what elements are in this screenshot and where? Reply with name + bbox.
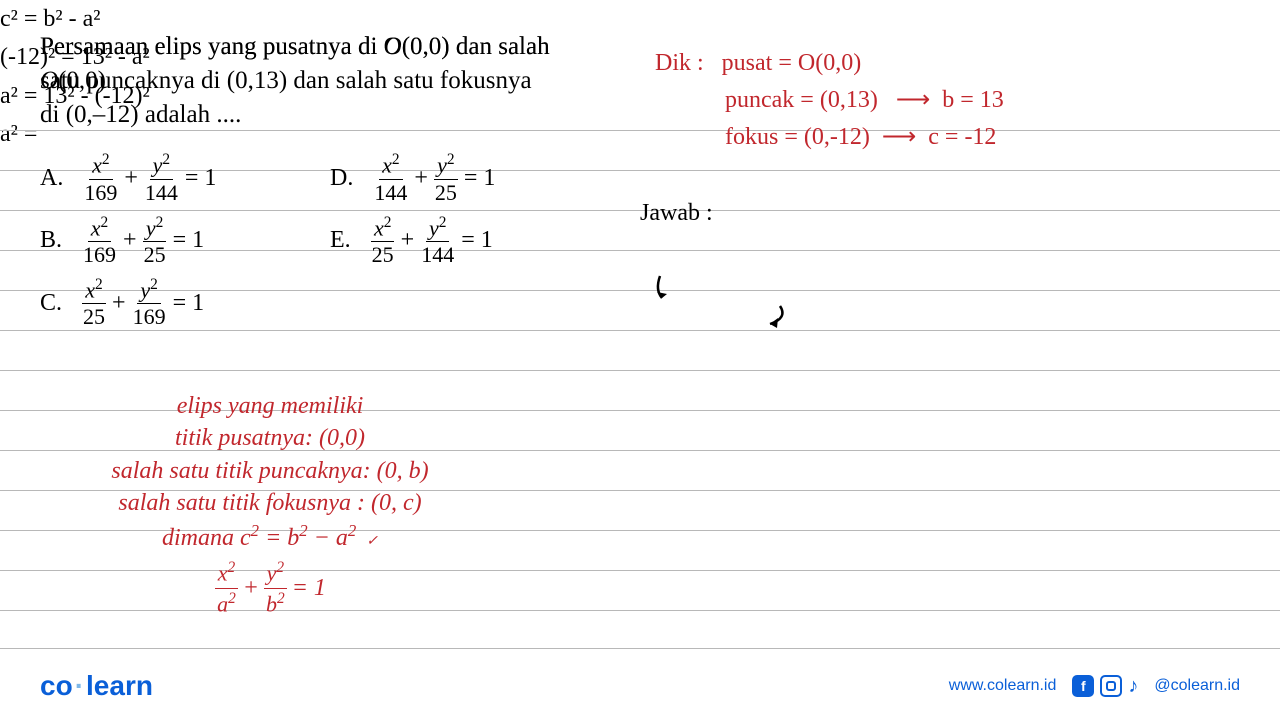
facebook-icon: f — [1072, 675, 1094, 697]
note-l1: elips yang memiliki — [60, 390, 480, 422]
arrow-icon: ⟶ — [896, 82, 930, 119]
option-a-label: A. — [40, 165, 63, 192]
q-line-2: satu puncaknya di (0,13) dan salah satu … — [40, 64, 620, 98]
footer-right: www.colearn.id f ♪ @colearn.id — [949, 675, 1240, 698]
question-text-main: Persamaan elips yang pusatnya di O(0,0) … — [40, 30, 620, 131]
dik-fokus-row: fokus = (0,-12) ⟶ c = -12 — [725, 119, 1004, 156]
option-d: D. x2144 + y225 = 1 — [330, 151, 590, 205]
handwritten-given: Dik : pusat = O(0,0) puncak = (0,13) ⟶ b… — [655, 45, 1004, 157]
note-l3: salah satu titik puncaknya: (0, b) — [60, 455, 480, 487]
note-l4: salah satu titik fokusnya : (0, c) — [60, 487, 480, 519]
option-d-eq: x2144 + y225 = 1 — [371, 151, 495, 205]
option-b-eq: x2169 + y225 = 1 — [80, 214, 204, 268]
option-e-eq: x225 + y2144 = 1 — [369, 214, 493, 268]
option-c-eq: x225 + y2169 = 1 — [80, 276, 204, 330]
instagram-icon — [1100, 675, 1122, 697]
arrow-icon: ⟶ — [882, 119, 916, 156]
dik-pusat: pusat = O(0,0) — [722, 50, 862, 76]
option-a-eq: x2169 + y2144 = 1 — [81, 151, 216, 205]
tiktok-icon: ♪ — [1128, 675, 1138, 698]
option-b: B. x2169 + y225 = 1 — [40, 214, 300, 268]
dik-puncak: puncak = (0,13) — [725, 87, 878, 113]
option-b-label: B. — [40, 227, 62, 254]
dik-puncak-row: puncak = (0,13) ⟶ b = 13 — [725, 82, 1004, 119]
colearn-logo: co·learn — [40, 670, 153, 702]
dik-fokus: fokus = (0,-12) — [725, 124, 870, 150]
options-grid: A. x2169 + y2144 = 1 D. x2144 + y225 = 1… — [40, 151, 620, 330]
social-icons: f ♪ — [1072, 675, 1138, 698]
option-c: C. x225 + y2169 = 1 — [40, 276, 300, 330]
dik-row: Dik : pusat = O(0,0) — [655, 45, 1004, 82]
dik-fokus-res: c = -12 — [928, 124, 996, 150]
footer-url: www.colearn.id — [949, 677, 1057, 695]
swap-arrows-icon — [640, 248, 840, 338]
logo-part2: learn — [86, 670, 153, 701]
q-line-1: Persamaan elips yang pusatnya di O(0,0) … — [40, 30, 620, 64]
q-line-3: di (0,–12) adalah .... — [40, 98, 620, 132]
note-l5: dimana c2 = b2 − a2 ✓ — [60, 520, 480, 554]
red-theory-notes: elips yang memiliki titik pusatnya: (0,0… — [60, 390, 480, 619]
note-l2: titik pusatnya: (0,0) — [60, 422, 480, 454]
question-area: Persamaan elips yang pusatnya di O(0,0) … — [40, 30, 620, 330]
jawab-label: Jawab : — [640, 200, 713, 227]
option-c-label: C. — [40, 290, 62, 317]
dik-label: Dik : — [655, 50, 704, 76]
footer-handle: @colearn.id — [1154, 677, 1240, 695]
footer: co·learn www.colearn.id f ♪ @colearn.id — [0, 670, 1280, 702]
option-d-label: D. — [330, 165, 353, 192]
check-icon: ✓ — [366, 534, 378, 549]
option-e-label: E. — [330, 227, 351, 254]
option-a: A. x2169 + y2144 = 1 — [40, 151, 300, 205]
note-eq: x2a2 + y2b2 = 1 — [60, 558, 480, 619]
option-e: E. x225 + y2144 = 1 — [330, 214, 590, 268]
dik-puncak-res: b = 13 — [942, 87, 1004, 113]
logo-part1: co — [40, 670, 73, 701]
